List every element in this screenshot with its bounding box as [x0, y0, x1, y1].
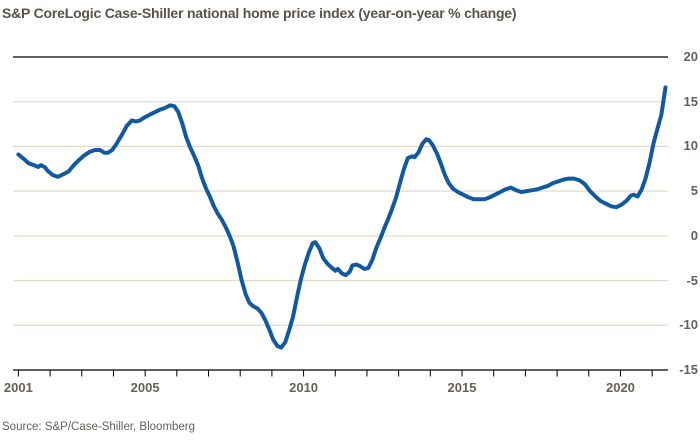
- y-tick-label: -10: [679, 317, 698, 333]
- x-tick-label: 2010: [289, 380, 319, 395]
- home-price-index-line: [16, 85, 668, 350]
- y-tick-label: 20: [683, 49, 698, 64]
- x-tick-label: 2020: [605, 380, 635, 395]
- chart-title: S&P CoreLogic Case-Shiller national home…: [2, 5, 517, 21]
- x-tick-label: 2015: [447, 380, 477, 395]
- y-tick-label: 0: [690, 227, 698, 243]
- x-tick-label: 2005: [130, 380, 160, 395]
- y-tick-label: 5: [690, 183, 698, 199]
- y-tick-label: -15: [679, 362, 698, 377]
- y-tick-label: 10: [683, 138, 698, 154]
- x-tick-label: 2001: [3, 380, 33, 395]
- y-tick-label: -5: [686, 272, 698, 288]
- y-tick-label: 15: [683, 93, 698, 109]
- source-note: Source: S&P/Case-Shiller, Bloomberg: [2, 421, 196, 433]
